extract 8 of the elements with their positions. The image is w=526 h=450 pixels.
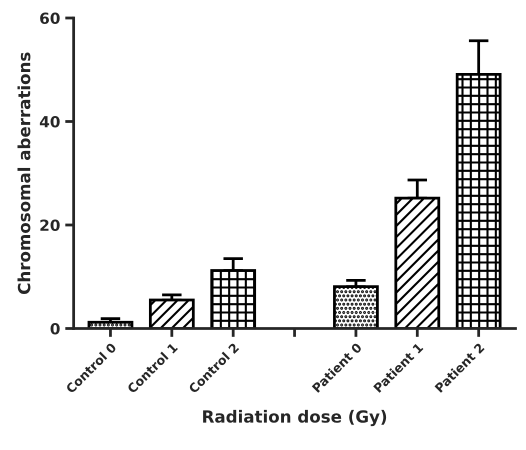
y-axis-title: Chromosomal aberrations (18, 52, 30, 294)
y-tick-label: 0 (50, 322, 60, 335)
x-axis-title: Radiation dose (Gy) (203, 410, 386, 426)
bar (148, 298, 195, 328)
y-tick-label: 40 (40, 116, 60, 128)
bar (333, 285, 379, 328)
y-tick-label: 60 (40, 12, 60, 24)
y-tick-label: 20 (40, 219, 60, 232)
